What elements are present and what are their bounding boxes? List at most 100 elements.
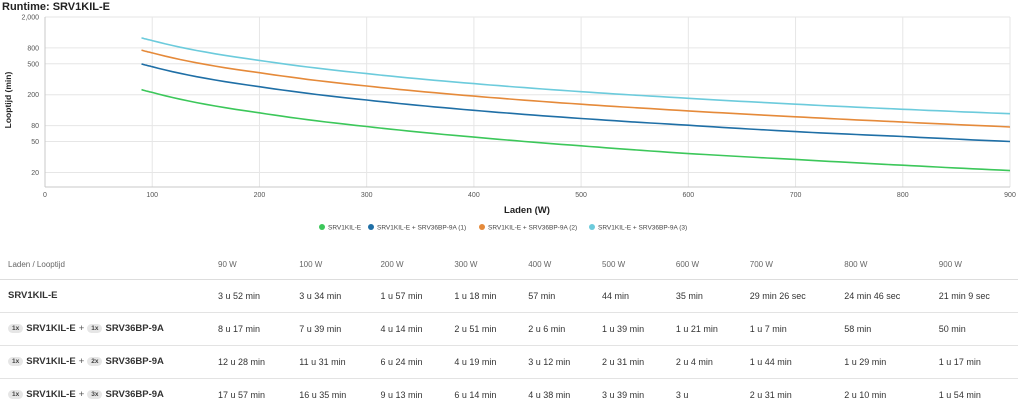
x-tick-label: 300 xyxy=(361,192,373,199)
column-header: 900 W xyxy=(930,251,1018,280)
y-tick-label: 500 xyxy=(27,61,39,68)
x-tick-label: 800 xyxy=(897,192,909,199)
runtime-cell: 2 u 31 min xyxy=(749,389,792,400)
quantity-badge: 1x xyxy=(8,324,24,333)
quantity-badge: 1x xyxy=(87,324,103,333)
series-line-1[interactable] xyxy=(141,88,1011,172)
table-row: 1x SRV1KIL-E +2x SRV36BP-9A 12 u 28 min 11 u … xyxy=(0,345,1018,379)
page-title: Runtime: SRV1KIL-E xyxy=(2,1,110,13)
x-tick-label: 900 xyxy=(1004,192,1016,199)
runtime-cell: 4 u 14 min xyxy=(372,312,447,346)
runtime-cell: 6 u 14 min xyxy=(454,389,497,400)
table-row: SRV1KIL-E 3 u 52 min 3 u 34 min 1 u 57 min 1… xyxy=(0,279,1018,313)
column-header: 600 W xyxy=(667,251,742,280)
runtime-cell: 50 min xyxy=(930,312,1018,346)
runtime-cell: 3 u xyxy=(675,389,689,400)
model-cell: 1x SRV1KIL-E +2x SRV36BP-9A xyxy=(0,345,210,379)
runtime-cell: 3 u 34 min xyxy=(291,279,373,313)
legend-item-3[interactable]: SRV1KIL-E + SRV36BP-9A (2) xyxy=(479,224,577,232)
runtime-cell: 7 u 39 min xyxy=(291,312,373,346)
runtime-cell: 3 u 12 min xyxy=(520,345,595,379)
y-tick-label: 80 xyxy=(31,123,39,130)
runtime-cell: 11 u 31 min xyxy=(291,345,373,379)
runtime-cell: 8 u 17 min xyxy=(210,312,292,346)
runtime-cell: 2 u 31 min xyxy=(594,345,668,379)
model-cell: 1x SRV1KIL-E +1x SRV36BP-9A xyxy=(0,312,210,346)
runtime-cell: 29 min 26 sec xyxy=(741,279,837,313)
runtime-cell: 1 u 54 min xyxy=(938,389,981,400)
x-tick-label: 200 xyxy=(254,192,266,199)
legend-marker xyxy=(319,224,325,230)
battery-pack-name: SRV36BP-9A xyxy=(105,356,164,367)
table-row: 1x SRV1KIL-E +3x SRV36BP-9A 17 u 57 min 16 u … xyxy=(0,378,1018,411)
axes: 0 100 200 300 400 500 600 700 800 900 20 50 80 200 500… xyxy=(21,15,1015,200)
quantity-badge: 1x xyxy=(8,390,24,400)
runtime-chart: 0 100 200 300 400 500 600 700 800 900 20 50 80 200 500… xyxy=(3,15,1016,232)
legend-item-1[interactable]: SRV1KIL-E xyxy=(319,224,362,232)
quantity-badge: 1x xyxy=(8,357,24,366)
runtime-cell: 1 u 17 min xyxy=(930,345,1018,379)
battery-pack-name: SRV36BP-9A xyxy=(105,389,164,401)
column-header: 700 W xyxy=(741,251,837,280)
runtime-cell: 1 u 29 min xyxy=(836,345,931,379)
legend-item-2[interactable]: SRV1KIL-E + SRV36BP-9A (1) xyxy=(368,224,466,232)
x-tick-label: 500 xyxy=(575,192,587,199)
y-tick-label: 2,000 xyxy=(21,15,39,22)
runtime-cell: 1 u 44 min xyxy=(741,345,837,379)
runtime-cell: 21 min 9 sec xyxy=(930,279,1018,313)
runtime-cell: 12 u 28 min xyxy=(210,345,292,379)
table-header-row: Laden / Looptijd 90 W 100 W 200 W 300 W … xyxy=(0,251,1018,280)
runtime-cell: 1 u 7 min xyxy=(741,312,837,346)
runtime-cell: 2 u 10 min xyxy=(844,389,887,400)
runtime-cell: 1 u 39 min xyxy=(594,312,668,346)
runtime-cell: 1 u 18 min xyxy=(446,279,521,313)
legend-marker xyxy=(479,224,485,230)
x-tick-label: 600 xyxy=(682,192,694,199)
series-line-4[interactable] xyxy=(141,37,1011,115)
legend-item-4[interactable]: SRV1KIL-E + SRV36BP-9A (3) xyxy=(589,224,687,232)
model-name: SRV1KIL-E xyxy=(26,323,76,334)
column-header: 800 W xyxy=(836,251,931,280)
column-header: 400 W xyxy=(520,251,595,280)
model-cell: 1x SRV1KIL-E +3x SRV36BP-9A xyxy=(0,378,210,411)
plus-sign: + xyxy=(78,356,85,367)
model-name: SRV1KIL-E xyxy=(26,356,76,367)
series-line-2[interactable] xyxy=(141,63,1011,143)
x-tick-label: 700 xyxy=(790,192,802,199)
plus-sign: + xyxy=(78,389,85,401)
runtime-cell: 2 u 4 min xyxy=(667,345,742,379)
y-tick-label: 20 xyxy=(31,170,39,177)
column-header: 100 W xyxy=(291,251,373,280)
y-axis-label: Looptijd (min) xyxy=(3,72,13,129)
grid xyxy=(44,16,1011,187)
column-header: 200 W xyxy=(372,251,447,280)
y-tick-label: 50 xyxy=(31,139,39,146)
x-tick-label: 400 xyxy=(468,192,480,199)
table-header-label: Laden / Looptijd xyxy=(0,251,210,280)
runtime-cell: 4 u 38 min xyxy=(528,389,571,400)
x-tick-label: 0 xyxy=(43,192,47,199)
legend-label: SRV1KIL-E + SRV36BP-9A (3) xyxy=(598,225,687,232)
x-axis-label: Laden (W) xyxy=(504,205,550,216)
runtime-cell: 58 min xyxy=(836,312,931,346)
runtime-cell: 1 u 57 min xyxy=(372,279,447,313)
legend-marker xyxy=(368,224,374,230)
column-header: 300 W xyxy=(446,251,521,280)
model-name: SRV1KIL-E xyxy=(8,290,58,301)
y-tick-label: 200 xyxy=(27,92,39,99)
runtime-cell: 6 u 24 min xyxy=(372,345,447,379)
y-tick-label: 800 xyxy=(27,45,39,52)
legend-marker xyxy=(589,224,595,230)
plus-sign: + xyxy=(78,323,85,334)
legend-label: SRV1KIL-E xyxy=(328,225,362,232)
runtime-cell: 16 u 35 min xyxy=(299,389,347,400)
table-row: 1x SRV1KIL-E +1x SRV36BP-9A 8 u 17 min 7 u 39… xyxy=(0,312,1018,346)
runtime-cell: 1 u 21 min xyxy=(667,312,742,346)
runtime-cell: 35 min xyxy=(667,279,742,313)
runtime-cell: 3 u 52 min xyxy=(210,279,292,313)
column-header: 500 W xyxy=(594,251,668,280)
model-name: SRV1KIL-E xyxy=(26,389,76,401)
series-lines xyxy=(141,37,1011,172)
runtime-cell: 2 u 51 min xyxy=(446,312,521,346)
series-line-3[interactable] xyxy=(141,49,1011,128)
